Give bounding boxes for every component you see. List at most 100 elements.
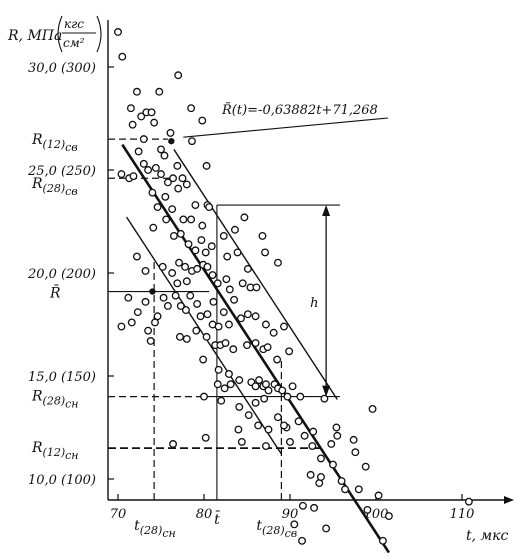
data-point (161, 192, 170, 201)
data-point (174, 71, 183, 80)
data-point (139, 135, 148, 144)
data-point (128, 120, 137, 129)
data-point (201, 248, 210, 257)
data-point (354, 485, 363, 494)
data-point (286, 437, 294, 446)
data-point (254, 421, 263, 430)
data-point (235, 376, 244, 385)
data-point (255, 376, 263, 385)
data-point (341, 485, 349, 494)
data-point (193, 299, 202, 308)
x-axis-arrow-icon (504, 496, 514, 504)
data-point (349, 435, 358, 444)
data-point (317, 472, 325, 481)
annotations: h R̃(t)=-0,63882t+71,268 R(12)св R(28)св R(2… (31, 102, 389, 540)
data-point (132, 87, 141, 96)
data-point (198, 221, 207, 230)
data-point (153, 203, 162, 212)
data-point (329, 460, 337, 469)
data-point (243, 264, 252, 273)
upper-band-line (173, 149, 338, 400)
data-point (280, 322, 288, 331)
data-point (151, 163, 160, 172)
data-point (166, 128, 175, 137)
data-point (158, 262, 167, 271)
y-axis-label: R, МПа (7, 28, 62, 44)
regression-line (121, 143, 390, 554)
data-point (260, 394, 269, 403)
data-point (182, 334, 191, 343)
data-point (134, 147, 143, 156)
y-axis-unit-paren-left (57, 15, 63, 53)
data-point (238, 279, 247, 288)
data-point (261, 248, 270, 257)
data-point (363, 505, 372, 514)
t28sn-label: t(28)сн (134, 518, 176, 540)
x-ticks: 70 80 90 100 110 (110, 494, 474, 522)
y-tick-label: 15,0 (150) (28, 370, 96, 385)
data-point (308, 442, 317, 450)
data-point (157, 145, 165, 154)
data-point (168, 205, 177, 214)
data-point (132, 252, 141, 261)
data-point (327, 440, 336, 448)
y-tick-label: 25,0 (250) (27, 164, 96, 179)
data-point (384, 512, 393, 521)
data-point (174, 184, 183, 193)
data-point (237, 314, 245, 323)
data-point (374, 491, 383, 500)
data-point (300, 431, 309, 440)
t28sv-label: t(28)св (256, 518, 297, 540)
data-point (198, 116, 207, 125)
data-point (196, 312, 205, 321)
r-bar-label: R̄ (49, 284, 61, 302)
data-point (224, 320, 233, 329)
data-point (207, 242, 216, 251)
data-point (306, 470, 315, 479)
data-point (127, 318, 136, 327)
data-point (184, 240, 193, 249)
data-point (280, 421, 288, 430)
y-axis-unit-den: см² (63, 36, 85, 50)
data-point (179, 215, 188, 224)
data-point (333, 431, 342, 440)
data-point (278, 386, 287, 395)
data-point (220, 384, 229, 393)
data-point (168, 269, 177, 277)
data-point (258, 231, 267, 240)
data-point (202, 161, 211, 170)
data-point (222, 275, 231, 284)
data-point (176, 229, 185, 238)
guide-lines (108, 138, 340, 500)
data-point (188, 137, 196, 146)
r28sv-label: R(28)св (31, 176, 78, 198)
y-tick-label: 10,0 (100) (28, 473, 96, 488)
data-point (151, 318, 159, 327)
y-axis-unit-paren-right (96, 15, 102, 53)
data-point (117, 322, 126, 331)
data-point (269, 328, 278, 337)
data-point (147, 108, 156, 117)
data-point (225, 285, 234, 294)
data-point (230, 295, 239, 304)
r12sv-label: R(12)св (31, 132, 78, 154)
data-point (243, 341, 251, 350)
data-point (219, 231, 228, 240)
data-point (464, 497, 473, 506)
data-point (178, 174, 187, 183)
data-point (274, 413, 282, 422)
data-point (137, 112, 146, 121)
data-point (288, 382, 297, 391)
data-point (223, 252, 232, 261)
x-tick-label: 80 (196, 507, 213, 522)
data-point (171, 291, 180, 300)
data-point (240, 213, 249, 222)
data-point (129, 172, 138, 181)
data-point (243, 310, 252, 319)
data-point (182, 180, 191, 189)
data-point (155, 87, 164, 96)
data-point (149, 223, 158, 232)
data-point (351, 448, 360, 457)
data-point (263, 343, 272, 352)
